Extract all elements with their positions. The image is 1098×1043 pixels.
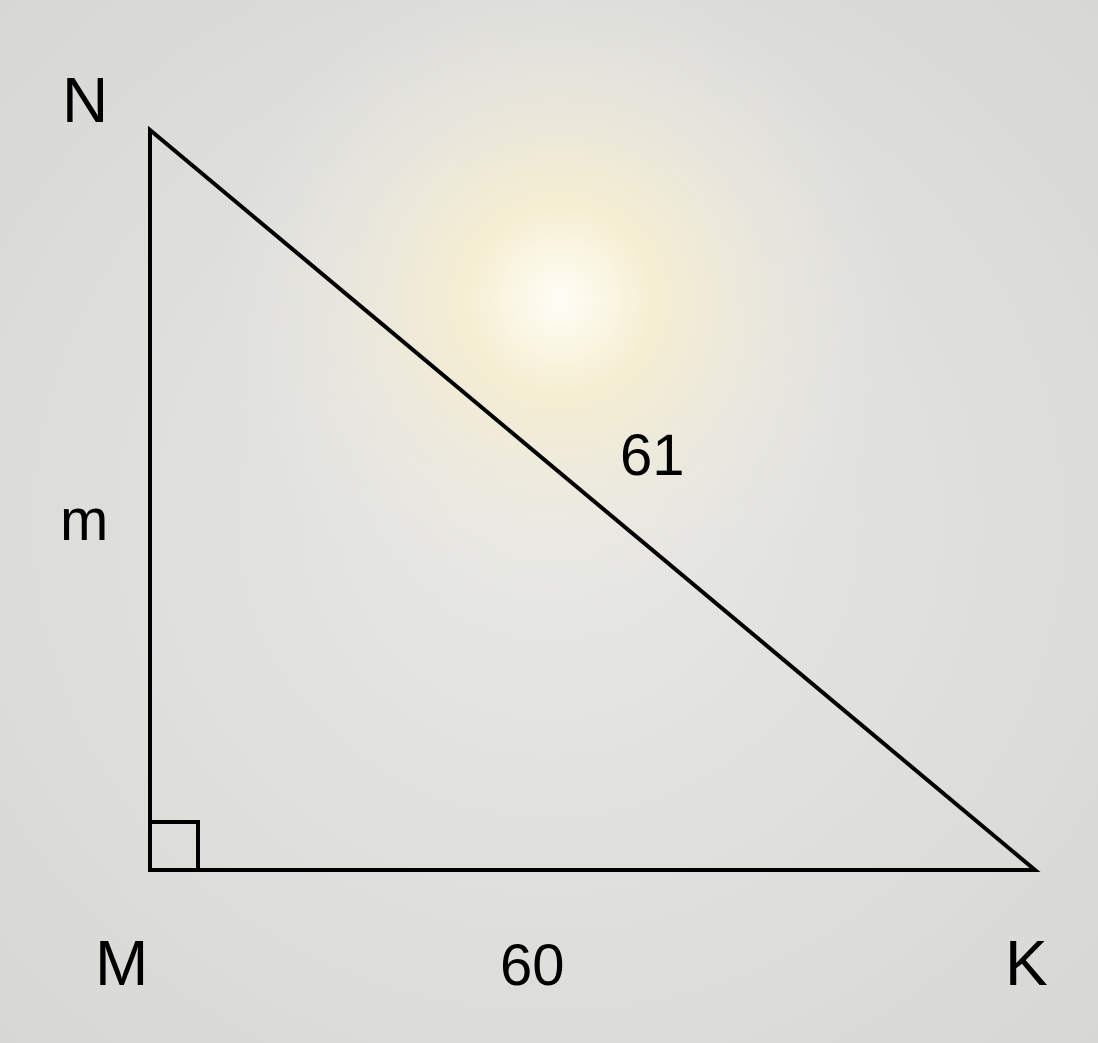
vertex-label-m: M — [95, 927, 148, 999]
vertex-label-n: N — [62, 64, 108, 136]
side-label-m: m — [60, 488, 108, 553]
vertex-label-k: K — [1005, 927, 1048, 999]
side-label-hypotenuse: 61 — [620, 423, 685, 488]
triangle-svg: N M K m 61 60 — [0, 0, 1098, 1043]
right-triangle-diagram: N M K m 61 60 — [0, 0, 1098, 1043]
side-label-base: 60 — [500, 933, 565, 998]
